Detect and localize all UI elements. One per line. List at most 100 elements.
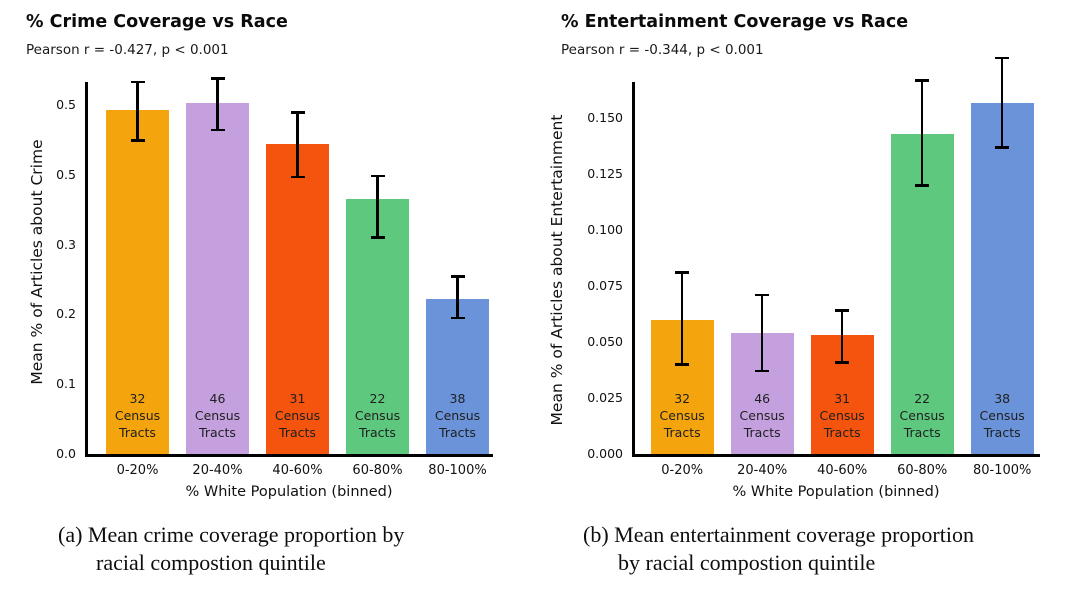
bar-60-80% bbox=[346, 199, 409, 454]
bar-count-label-line: 31 bbox=[289, 391, 306, 406]
caption-b-line-1: (b) Mean entertainment coverage proporti… bbox=[583, 522, 974, 547]
bar-count-label-line: Census bbox=[354, 408, 401, 423]
caption-b: (b) Mean entertainment coverage proporti… bbox=[583, 521, 974, 577]
bar-count-label-line: Tracts bbox=[359, 425, 396, 440]
bar-count-label-80-100%: 38 Census Tracts bbox=[971, 390, 1034, 441]
y-tick-label-0.0: 0.0 bbox=[56, 446, 76, 461]
error-bar-bottom-cap-60-80% bbox=[915, 184, 930, 187]
y-tick-label-0.050: 0.050 bbox=[587, 334, 623, 350]
y-tick-label-0.5: 0.5 bbox=[56, 166, 76, 182]
bar-count-label-line: Census bbox=[739, 408, 785, 423]
bar-0-20% bbox=[106, 109, 169, 454]
caption-a-line-1: (a) Mean crime coverage proportion by bbox=[58, 522, 405, 547]
error-bar-bottom-cap-0-20% bbox=[130, 139, 145, 142]
x-tick-label-20-40%: 20-40% bbox=[192, 463, 243, 478]
error-bar-top-cap-20-40% bbox=[755, 293, 770, 297]
bar-count-label-line: 32 bbox=[674, 391, 691, 406]
error-bar-bottom-cap-60-80% bbox=[370, 236, 385, 239]
chart-title-entertainment: % Entertainment Coverage vs Race bbox=[561, 12, 909, 32]
bar-count-label-line: Census bbox=[819, 408, 865, 423]
bar-count-label-line: 22 bbox=[369, 391, 386, 406]
bar-count-label-line: 46 bbox=[754, 391, 771, 406]
caption-b-line-2: by racial compostion quintile bbox=[618, 550, 876, 575]
bar-count-label-line: Tracts bbox=[983, 425, 1021, 440]
y-tick-label-0.025: 0.025 bbox=[587, 390, 623, 406]
y-tick-label-0.150: 0.150 bbox=[587, 110, 623, 126]
x-tick-label-20-40%: 20-40% bbox=[737, 463, 788, 478]
bar-count-label-line: Tracts bbox=[439, 425, 476, 440]
y-tick-label-0.3: 0.3 bbox=[56, 236, 76, 252]
bar-count-label-line: Tracts bbox=[663, 425, 701, 440]
caption-a-line-2: racial compostion quintile bbox=[96, 550, 326, 575]
plot-area-entertainment: 32 Census Tracts 46 Census Tracts 31 Census Trac… bbox=[535, 0, 1070, 510]
x-axis-spine bbox=[632, 454, 1040, 457]
error-bar-bottom-cap-0-20% bbox=[675, 363, 690, 366]
x-tick-label-0-20%: 0-20% bbox=[661, 463, 704, 478]
bar-count-label-line: Tracts bbox=[199, 425, 236, 440]
bar-count-label-line: Census bbox=[114, 408, 161, 423]
error-bar-stem-20-40% bbox=[760, 295, 764, 372]
error-bar-stem-0-20% bbox=[680, 272, 684, 365]
bar-count-label-60-80%: 22 Census Tracts bbox=[891, 390, 954, 441]
error-bar-stem-80-100% bbox=[456, 276, 459, 318]
x-axis-spine bbox=[85, 454, 493, 457]
bar-count-label-line: Census bbox=[434, 408, 481, 423]
error-bar-bottom-cap-20-40% bbox=[755, 369, 770, 373]
error-bar-stem-0-20% bbox=[136, 81, 139, 141]
bar-count-label-40-60%: 31 Census Tracts bbox=[266, 390, 329, 441]
error-bar-stem-60-80% bbox=[920, 80, 924, 186]
bar-count-label-line: 38 bbox=[449, 391, 466, 406]
bar-count-label-line: Tracts bbox=[903, 425, 941, 440]
x-tick-label-60-80%: 60-80% bbox=[897, 463, 948, 478]
bar-80-100% bbox=[426, 299, 489, 454]
bar-count-label-line: Tracts bbox=[743, 425, 781, 440]
x-axis-title-crime: % White Population (binned) bbox=[185, 484, 393, 500]
error-bar-stem-20-40% bbox=[216, 78, 219, 131]
error-bar-stem-40-60% bbox=[840, 310, 844, 363]
y-tick-label-0.1: 0.1 bbox=[56, 376, 76, 392]
bar-40-60% bbox=[266, 144, 329, 454]
x-tick-label-40-60%: 40-60% bbox=[272, 463, 323, 478]
error-bar-top-cap-60-80% bbox=[915, 78, 930, 82]
bar-count-label-line: Tracts bbox=[279, 425, 316, 440]
y-tick-label-0.075: 0.075 bbox=[587, 278, 623, 294]
y-tick-label-0.100: 0.100 bbox=[587, 222, 623, 238]
error-bar-bottom-cap-40-60% bbox=[835, 360, 850, 364]
x-tick-label-40-60%: 40-60% bbox=[817, 463, 868, 478]
y-axis-title-entertainment: Mean % of Articles about Entertainment bbox=[548, 114, 566, 426]
bar-count-label-line: Census bbox=[979, 408, 1025, 423]
error-bar-top-cap-40-60% bbox=[835, 309, 850, 313]
x-tick-label-80-100%: 80-100% bbox=[428, 463, 487, 478]
bar-count-label-line: Census bbox=[274, 408, 321, 423]
pearson-annotation-crime: Pearson r = -0.427, p < 0.001 bbox=[26, 42, 229, 58]
y-axis-spine bbox=[85, 82, 88, 457]
bar-count-label-line: 31 bbox=[834, 391, 851, 406]
bar-60-80% bbox=[890, 133, 954, 454]
bar-count-label-line: Tracts bbox=[119, 425, 156, 440]
y-axis-title-crime: Mean % of Articles about Crime bbox=[28, 139, 46, 385]
x-axis-title-entertainment: % White Population (binned) bbox=[732, 484, 940, 500]
error-bar-top-cap-0-20% bbox=[675, 271, 690, 275]
y-tick-label-0.5: 0.5 bbox=[56, 97, 76, 112]
bar-count-label-40-60%: 31 Census Tracts bbox=[811, 390, 874, 441]
error-bar-top-cap-40-60% bbox=[290, 111, 305, 114]
y-tick-label-0.2: 0.2 bbox=[56, 306, 76, 322]
error-bar-bottom-cap-80-100% bbox=[450, 316, 465, 320]
error-bar-top-cap-80-100% bbox=[995, 56, 1010, 60]
bar-count-label-line: Census bbox=[899, 408, 945, 423]
y-axis-spine bbox=[632, 82, 635, 457]
plot-area-crime: 32 Census Tracts 46 Census Tracts 31 Census Trac… bbox=[0, 0, 535, 510]
bar-20-40% bbox=[186, 102, 249, 454]
error-bar-bottom-cap-80-100% bbox=[995, 146, 1010, 149]
error-bar-bottom-cap-20-40% bbox=[210, 128, 225, 132]
bar-count-label-0-20%: 32 Census Tracts bbox=[106, 390, 169, 441]
y-tick-label-0.125: 0.125 bbox=[587, 166, 623, 182]
bar-count-label-line: 22 bbox=[914, 391, 931, 406]
error-bar-bottom-cap-40-60% bbox=[290, 175, 305, 179]
panel-crime-chart: % Crime Coverage vs Race Pearson r = -0.… bbox=[0, 0, 535, 575]
bar-80-100% bbox=[970, 102, 1034, 454]
error-bar-stem-40-60% bbox=[296, 112, 299, 177]
error-bar-stem-80-100% bbox=[1000, 57, 1004, 148]
bar-count-label-line: 46 bbox=[209, 391, 226, 406]
